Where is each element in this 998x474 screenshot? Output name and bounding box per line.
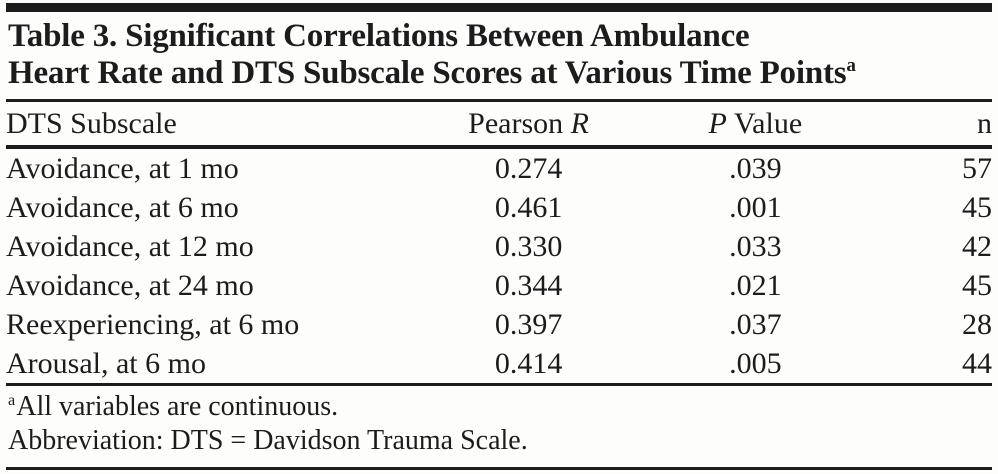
p-symbol: P [708, 106, 727, 140]
table-row: Avoidance, at 6 mo 0.461 .001 45 [6, 188, 992, 227]
cell-p-value: .039 [729, 151, 782, 185]
bottom-rule [6, 467, 992, 470]
cell-pearson-r: 0.330 [494, 229, 563, 263]
pearson-r-symbol: R [570, 106, 589, 140]
footnote-a-marker: a [8, 390, 16, 409]
cell-p-value: .021 [729, 268, 782, 302]
table-row: Reexperiencing, at 6 mo 0.397 .037 28 [6, 305, 992, 344]
cell-n: 45 [962, 190, 992, 224]
table-title-line2: Heart Rate and DTS Subscale Scores at Va… [8, 55, 992, 92]
cell-p-value: .037 [729, 307, 782, 341]
correlations-table: DTS Subscale Pearson R P Value n Avoidan… [6, 99, 992, 386]
cell-pearson-r: 0.397 [494, 307, 563, 341]
cell-pearson-r: 0.461 [494, 190, 563, 224]
p-value-label-text: Value [726, 106, 803, 140]
table-row: Avoidance, at 12 mo 0.330 .033 42 [6, 227, 992, 266]
column-header-pearson-r: Pearson R [420, 100, 638, 149]
cell-p-value: .033 [729, 229, 782, 263]
cell-subscale: Avoidance, at 12 mo [6, 229, 254, 263]
cell-pearson-r: 0.344 [494, 268, 563, 302]
column-header-p-value: P Value [637, 100, 874, 149]
cell-subscale: Arousal, at 6 mo [6, 344, 421, 386]
cell-n: 42 [962, 229, 992, 263]
footnote-a: aAll variables are continuous. [8, 390, 992, 424]
table-title: Table 3. Significant Correlations Betwee… [6, 12, 992, 99]
title-footnote-marker: a [846, 55, 856, 76]
table-title-line2-text: Heart Rate and DTS Subscale Scores at Va… [8, 55, 847, 91]
cell-pearson-r: 0.414 [420, 344, 638, 386]
cell-n: 45 [962, 268, 992, 302]
cell-subscale: Reexperiencing, at 6 mo [6, 307, 300, 341]
column-header-dts-subscale: DTS Subscale [6, 100, 421, 149]
cell-p-value: .005 [637, 344, 874, 386]
cell-p-value: .001 [729, 190, 782, 224]
table-row: Avoidance, at 24 mo 0.344 .021 45 [6, 266, 992, 305]
cell-n: 44 [873, 344, 992, 386]
table-title-line1: Table 3. Significant Correlations Betwee… [8, 18, 750, 54]
cell-n: 57 [962, 151, 992, 185]
column-header-n: n [873, 100, 992, 149]
cell-subscale: Avoidance, at 6 mo [6, 190, 239, 224]
footnote-a-text: All variables are continuous. [16, 391, 339, 422]
table-row: Arousal, at 6 mo 0.414 .005 44 [6, 344, 992, 386]
cell-pearson-r: 0.274 [494, 151, 563, 185]
pearson-label-text: Pearson [468, 106, 571, 140]
footnote-abbreviation: Abbreviation: DTS = Davidson Trauma Scal… [8, 425, 528, 456]
top-rule [6, 3, 992, 12]
cell-subscale: Avoidance, at 24 mo [6, 268, 254, 302]
table-footnotes: aAll variables are continuous. Abbreviat… [6, 386, 992, 458]
cell-n: 28 [962, 307, 992, 341]
table-row: Avoidance, at 1 mo 0.274 .039 57 [6, 147, 992, 188]
cell-subscale: Avoidance, at 1 mo [6, 151, 239, 185]
header-row: DTS Subscale Pearson R P Value n [6, 100, 992, 149]
